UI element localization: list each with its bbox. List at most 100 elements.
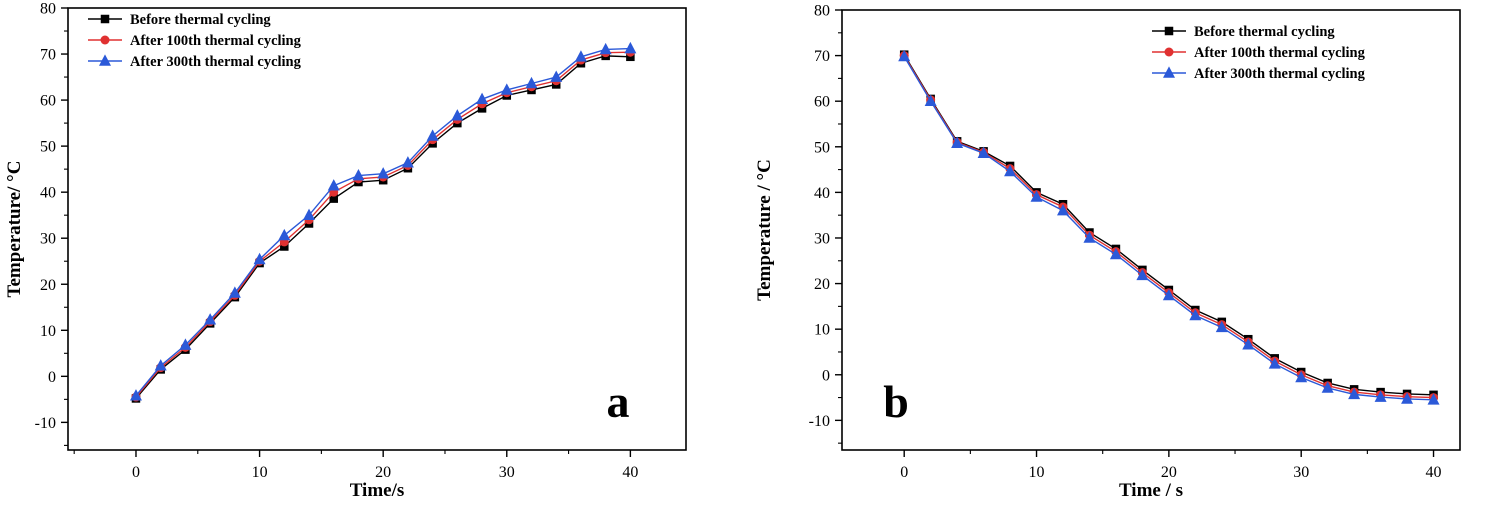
data-point-marker — [951, 136, 964, 148]
series-line — [903, 54, 1434, 396]
legend: Before thermal cycling After 100th therma… — [1152, 24, 1366, 82]
data-point-marker — [574, 50, 587, 62]
data-point-marker — [154, 359, 167, 371]
legend-label: Before thermal cycling — [130, 12, 271, 28]
data-point-marker — [327, 179, 340, 191]
data-point-marker — [100, 14, 110, 24]
series-line — [135, 51, 631, 398]
data-point-marker — [1164, 26, 1174, 36]
y-tick-label: 30 — [814, 230, 830, 247]
y-tick-label: 80 — [40, 1, 56, 18]
axes: 0 10 20 30 40 -10 0 10 20 30 40 50 60 70 80 Time / s Tem… — [754, 3, 1461, 501]
data-point-marker — [1004, 164, 1017, 177]
y-tick-label: -10 — [809, 413, 830, 430]
data-point-marker — [204, 313, 217, 325]
data-point-marker — [1109, 247, 1122, 260]
y-tick-label: 20 — [814, 276, 830, 293]
panel-label-a: a — [607, 376, 630, 427]
legend-label: Before thermal cycling — [1194, 24, 1335, 40]
data-point-marker — [1163, 66, 1175, 78]
y-tick-label: 0 — [48, 369, 56, 386]
x-tick-label: 40 — [622, 464, 638, 481]
data-point-marker — [253, 252, 266, 265]
data-point-marker — [1401, 392, 1414, 404]
series-line — [135, 55, 631, 399]
legend: Before thermal cycling After 100th therma… — [88, 12, 302, 70]
legend-label: After 100th thermal cycling — [130, 33, 302, 49]
data-point-marker — [1162, 288, 1175, 301]
y-tick-label: 60 — [814, 94, 830, 111]
data-point-marker — [1268, 357, 1281, 369]
plot-border — [841, 9, 1461, 451]
y-tick-label: 20 — [40, 277, 56, 294]
data-point-marker — [1030, 190, 1043, 202]
y-tick-label: 0 — [822, 367, 830, 384]
y-tick-label: 10 — [40, 323, 56, 340]
y-tick-label: 50 — [814, 139, 830, 156]
data-point-marker — [1295, 370, 1308, 383]
y-tick-label: 70 — [814, 48, 830, 65]
y-tick-label: 60 — [40, 93, 56, 110]
y-axis-title: Temperature/ °C — [4, 161, 25, 298]
y-axis-title: Temperature / °C — [754, 159, 775, 301]
data-point-marker — [599, 42, 612, 55]
y-tick-label: 40 — [40, 185, 56, 202]
series-2 — [131, 47, 635, 402]
series-line — [903, 55, 1434, 399]
x-tick-label: 0 — [132, 464, 140, 481]
data-point-marker — [500, 83, 513, 95]
data-point-marker — [280, 242, 289, 251]
data-point-marker — [477, 104, 487, 113]
data-point-marker — [401, 156, 414, 168]
series-line — [903, 56, 1434, 401]
data-point-marker — [1242, 338, 1255, 350]
y-tick-label: 40 — [814, 185, 830, 202]
x-tick-label: 10 — [252, 464, 268, 481]
data-point-marker — [451, 109, 464, 121]
data-point-marker — [426, 129, 439, 141]
x-tick-label: 40 — [1426, 464, 1442, 481]
y-tick-label: 30 — [40, 231, 56, 248]
data-point-marker — [1348, 387, 1361, 400]
plot-border — [67, 7, 687, 451]
series-1 — [899, 50, 1438, 400]
data-point-marker — [1136, 268, 1149, 281]
x-tick-label: 10 — [1029, 464, 1045, 481]
y-tick-label: 50 — [40, 139, 56, 156]
data-point-marker — [898, 49, 911, 62]
x-axis-title: Time/s — [350, 480, 405, 501]
data-point-marker — [303, 208, 316, 220]
data-point-marker — [924, 94, 937, 106]
data-point-marker — [1164, 47, 1174, 57]
data-point-marker — [179, 338, 192, 350]
x-tick-label: 20 — [375, 464, 391, 481]
data-point-marker — [352, 168, 365, 181]
data-point-marker — [1374, 390, 1387, 402]
series-3 — [129, 41, 637, 401]
series-1 — [131, 51, 635, 403]
data-point-marker — [1083, 231, 1096, 243]
data-point-marker — [550, 70, 563, 82]
data-point-marker — [476, 92, 489, 104]
chart-panel-a: 0 10 20 30 40 -10 0 10 20 30 40 50 60 70 80 Time/s Tempe… — [4, 1, 687, 501]
axes: 0 10 20 30 40 -10 0 10 20 30 40 50 60 70 80 Time/s Tempe… — [4, 1, 687, 501]
data-point-marker — [129, 389, 142, 401]
legend-label: After 100th thermal cycling — [1194, 45, 1366, 61]
x-axis-title: Time / s — [1119, 480, 1183, 501]
x-tick-label: 30 — [1293, 464, 1309, 481]
series-line — [135, 47, 631, 397]
data-point-marker — [1321, 381, 1334, 393]
data-point-marker — [377, 167, 390, 179]
data-point-marker — [99, 54, 111, 66]
data-point-marker — [626, 52, 635, 62]
series-2 — [899, 51, 1439, 403]
data-point-marker — [977, 146, 990, 158]
data-point-marker — [1056, 204, 1069, 216]
data-point-marker — [525, 76, 538, 89]
data-point-marker — [329, 194, 338, 203]
legend-label: After 300th thermal cycling — [130, 54, 302, 70]
panel-label-b: b — [883, 376, 909, 427]
legend-label: After 300th thermal cycling — [1194, 66, 1366, 82]
data-point-marker — [1427, 393, 1440, 405]
